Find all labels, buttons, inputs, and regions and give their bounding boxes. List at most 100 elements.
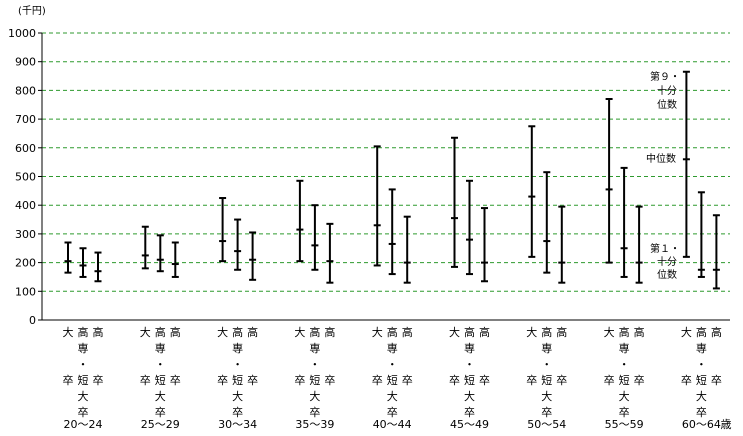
y-tick-label: 300	[15, 228, 36, 241]
series-label-char: 専	[232, 342, 243, 355]
series-label-char: ・	[309, 358, 320, 371]
series-label-char: 大	[309, 389, 320, 403]
series-label-char: 卒	[402, 373, 413, 387]
range-marks	[64, 70, 720, 290]
series-label-char: 大	[294, 325, 305, 339]
series-label-char: 卒	[217, 373, 228, 387]
series-label-char: 専	[387, 342, 398, 355]
series-label-char: 専	[309, 342, 320, 355]
series-label-char: ・	[619, 358, 630, 371]
series-label-char: 短	[387, 373, 398, 387]
age-group-label: 40～44	[373, 418, 412, 431]
series-label-char: 専	[619, 342, 630, 355]
series-label-char: 卒	[711, 373, 722, 387]
series-label-char: 高	[619, 325, 630, 339]
series-label-char: 高	[479, 325, 490, 339]
y-tick-label: 500	[15, 171, 36, 184]
series-label-char: 大	[217, 325, 228, 339]
series-label-char: 卒	[604, 373, 615, 387]
series-label-char: 卒	[93, 373, 104, 387]
series-label-char: 短	[619, 373, 630, 387]
series-label-char: ・	[387, 358, 398, 371]
series-label-char: 大	[619, 389, 630, 403]
series-label-char: 卒	[309, 405, 320, 419]
series-label-char: ・	[696, 358, 707, 371]
annotation-p90: 位数	[657, 98, 677, 111]
age-group-label: 50～54	[527, 418, 566, 431]
series-label-char: 高	[155, 325, 166, 339]
y-tick-label: 900	[15, 56, 36, 69]
age-suffix-label: 歳	[721, 418, 732, 431]
series-label-char: 大	[372, 325, 383, 339]
series-label-char: 卒	[155, 405, 166, 419]
series-label-char: 高	[696, 325, 707, 339]
series-label-char: 卒	[324, 373, 335, 387]
series-label-char: 卒	[387, 405, 398, 419]
series-label-char: 卒	[449, 373, 460, 387]
y-tick-label: 100	[15, 285, 36, 298]
series-label-char: 短	[78, 373, 89, 387]
series-label-char: 卒	[541, 405, 552, 419]
series-label-char: 大	[696, 389, 707, 403]
age-group-label: 55～59	[605, 418, 644, 431]
series-label-char: ・	[541, 358, 552, 371]
series-label-char: 高	[324, 325, 335, 339]
series-label-char: 大	[78, 389, 89, 403]
series-label-char: 高	[78, 325, 89, 339]
age-group-label: 30～34	[218, 418, 257, 431]
annotation-p90: 第９・	[650, 70, 680, 83]
y-tick-label: 800	[15, 84, 36, 97]
y-tick-label: 600	[15, 142, 36, 155]
series-label-char: 専	[78, 342, 89, 355]
annotation-p10: 十分	[657, 255, 677, 268]
series-label-char: 高	[402, 325, 413, 339]
series-label-char: 高	[93, 325, 104, 339]
series-label-char: 大	[604, 325, 615, 339]
age-group-label: 35～39	[295, 418, 334, 431]
y-tick-label: 0	[29, 314, 36, 327]
series-label-char: 専	[696, 342, 707, 355]
series-label-char: 大	[387, 389, 398, 403]
series-label-char: 短	[309, 373, 320, 387]
annotation-p10: 位数	[657, 268, 677, 281]
series-label-char: 高	[247, 325, 258, 339]
series-label-char: 大	[140, 325, 151, 339]
series-label-char: 短	[464, 373, 475, 387]
age-group-label: 25～29	[141, 418, 180, 431]
age-group-label: 45～49	[450, 418, 489, 431]
gridlines	[42, 32, 730, 292]
series-label-char: 卒	[681, 373, 692, 387]
labels: 01002003004005006007008009001000(千円)大卒高専…	[8, 5, 732, 431]
series-label-char: 卒	[294, 373, 305, 387]
age-group-label: 20～24	[64, 418, 103, 431]
annotation-p90: 十分	[657, 84, 677, 97]
series-label-char: 大	[63, 325, 74, 339]
series-label-char: 大	[232, 389, 243, 403]
series-label-char: 専	[464, 342, 475, 355]
series-label-char: 卒	[479, 373, 490, 387]
y-unit-label: (千円)	[18, 5, 46, 17]
y-tick-label: 200	[15, 257, 36, 270]
series-label-char: 卒	[696, 405, 707, 419]
series-label-char: 短	[155, 373, 166, 387]
series-label-char: 卒	[140, 373, 151, 387]
series-label-char: 卒	[63, 373, 74, 387]
series-label-char: 高	[232, 325, 243, 339]
series-label-char: 卒	[619, 405, 630, 419]
series-label-char: 卒	[464, 405, 475, 419]
series-label-char: 大	[541, 389, 552, 403]
series-label-char: 大	[464, 389, 475, 403]
series-label-char: 卒	[634, 373, 645, 387]
y-tick-label: 400	[15, 199, 36, 212]
series-label-char: 専	[541, 342, 552, 355]
series-label-char: 大	[526, 325, 537, 339]
series-label-char: 高	[634, 325, 645, 339]
series-label-char: ・	[464, 358, 475, 371]
annotation-median: 中位数	[646, 152, 676, 165]
series-label-char: 専	[155, 342, 166, 355]
series-label-char: 卒	[372, 373, 383, 387]
series-label-char: 高	[711, 325, 722, 339]
series-label-char: 卒	[232, 405, 243, 419]
series-label-char: 大	[449, 325, 460, 339]
